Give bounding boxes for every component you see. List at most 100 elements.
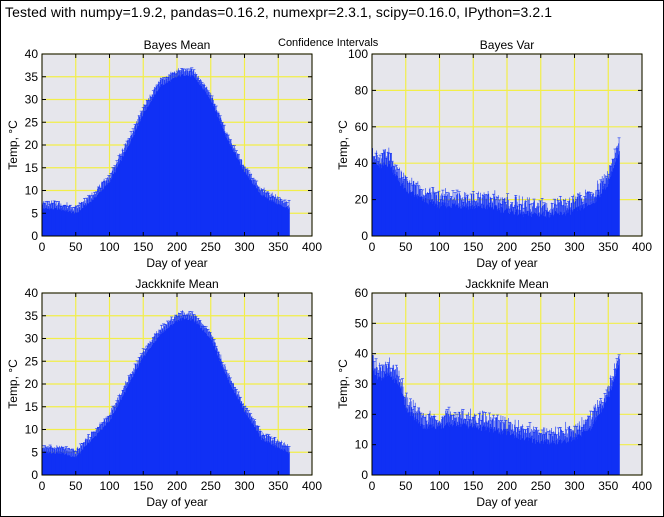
bar (90, 201, 92, 236)
bar (176, 76, 178, 236)
bar (258, 433, 260, 475)
bar (603, 404, 605, 475)
bar (286, 451, 288, 475)
bar (84, 206, 86, 236)
bar (238, 161, 240, 236)
bar (288, 208, 290, 236)
bar (227, 140, 229, 236)
bar (618, 365, 620, 475)
bar (88, 442, 90, 475)
bar (399, 386, 401, 475)
x-tick-label: 200 (497, 240, 517, 254)
bar (82, 207, 84, 236)
bar (520, 214, 522, 236)
x-axis-label: Day of year (476, 256, 537, 270)
bar (415, 194, 417, 236)
bar (117, 164, 120, 236)
bar (504, 428, 506, 475)
bar (211, 340, 213, 475)
bar (492, 432, 494, 475)
bar (570, 441, 572, 475)
bar (234, 152, 236, 236)
bar (87, 203, 89, 236)
bar (186, 74, 188, 236)
bar (220, 123, 222, 236)
bar (256, 430, 259, 475)
bar (165, 330, 167, 475)
bar (97, 432, 99, 475)
bar (90, 439, 93, 475)
bar (447, 425, 450, 475)
bar (538, 216, 540, 236)
y-tick-label: 10 (25, 423, 39, 437)
bar (384, 373, 386, 475)
bar (408, 411, 410, 475)
bar (387, 375, 389, 475)
bar (161, 333, 163, 475)
bar (199, 327, 201, 475)
bar (132, 137, 134, 236)
bar (570, 214, 572, 236)
bar (576, 434, 578, 475)
bar (478, 427, 481, 475)
bar (68, 210, 70, 236)
bar (460, 208, 462, 236)
bar (63, 454, 66, 475)
bar (119, 401, 121, 475)
bar (234, 393, 236, 475)
bar (163, 330, 165, 475)
bar (462, 207, 464, 236)
bar (128, 384, 130, 475)
bar (273, 200, 275, 236)
bar (403, 184, 405, 236)
bar (562, 215, 564, 236)
y-tick-label: 0 (31, 229, 38, 243)
bar (92, 200, 94, 236)
bar (90, 202, 93, 236)
x-tick-label: 350 (598, 240, 618, 254)
bar (412, 413, 414, 475)
bar (515, 436, 517, 475)
bar (251, 422, 253, 475)
bar (420, 423, 422, 475)
bar (262, 194, 264, 236)
bar (421, 424, 423, 475)
bar (154, 340, 156, 475)
bar (414, 417, 416, 475)
bar (74, 456, 76, 475)
bar (74, 456, 76, 475)
bar (198, 325, 201, 475)
bar (142, 113, 144, 236)
bar (464, 425, 466, 475)
bar (527, 215, 529, 236)
bar (545, 439, 547, 475)
bar (391, 172, 393, 236)
bar (94, 435, 97, 475)
bar (568, 208, 570, 236)
bar (271, 199, 273, 236)
chart-panel-3: 0 50 100 150 200 250 300 350 4000510152025303540… (6, 277, 322, 509)
bar (165, 82, 167, 236)
error-bars (42, 310, 291, 458)
bar (69, 210, 71, 236)
bar (202, 329, 205, 475)
bar (49, 451, 51, 475)
bar (453, 421, 455, 475)
bar (440, 206, 442, 236)
bar (78, 209, 80, 236)
bar (244, 412, 246, 475)
bar (459, 206, 461, 236)
bar (599, 409, 601, 475)
bar (438, 425, 440, 475)
bar (240, 404, 242, 475)
bar (214, 110, 216, 236)
bar (481, 430, 483, 475)
bar (489, 428, 491, 475)
bar (82, 207, 84, 236)
bar (250, 179, 252, 236)
figure-suptitle: Confidence Intervals (278, 37, 379, 49)
bar (179, 76, 181, 236)
bar (389, 167, 391, 236)
bar (256, 187, 258, 236)
bar (271, 444, 273, 475)
